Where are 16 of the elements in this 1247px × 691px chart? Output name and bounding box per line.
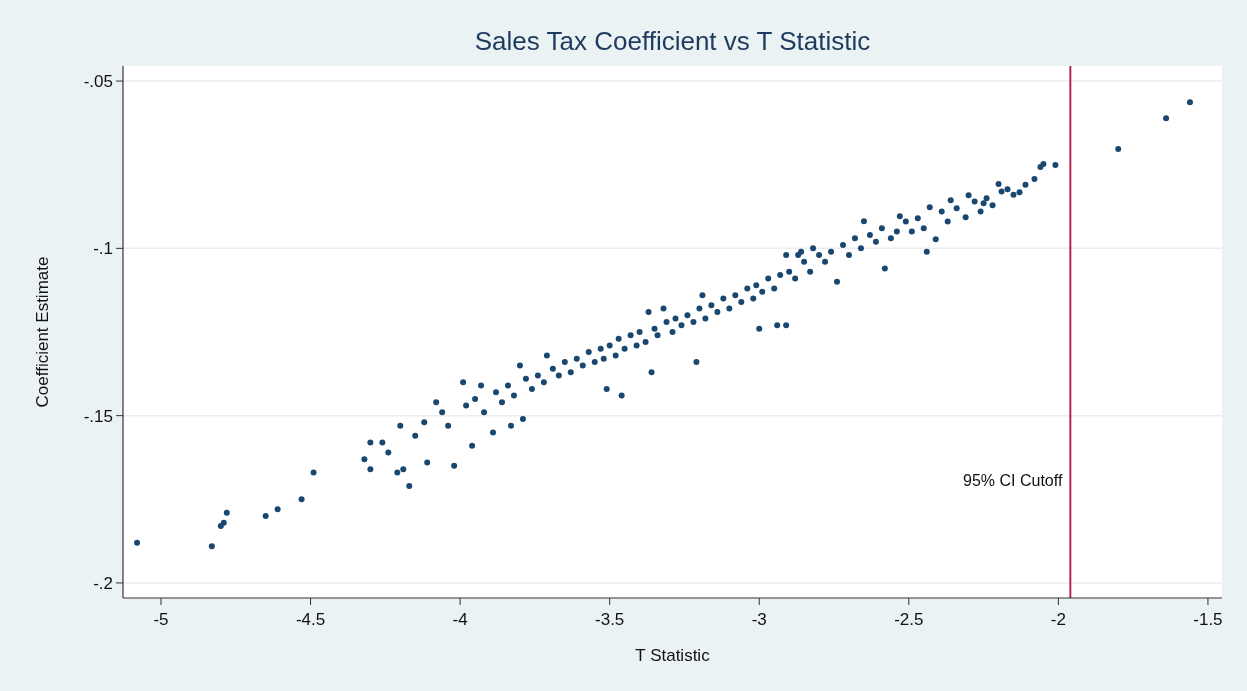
x-tick-label: -4.5 — [295, 610, 326, 629]
y-axis-title: Coefficient Estimate — [33, 256, 52, 408]
x-tick-label: -3 — [751, 610, 767, 629]
x-tick-label: -3.5 — [595, 610, 625, 629]
y-tick-label: -.1 — [93, 239, 113, 259]
x-tick-label: -5 — [153, 610, 169, 629]
y-tick-label: -.2 — [93, 573, 113, 593]
x-tick-label: -1.5 — [1193, 610, 1223, 629]
chart-title: Sales Tax Coefficient vs T Statistic — [474, 26, 871, 56]
y-tick-label: -.15 — [83, 406, 113, 426]
x-tick-label: -2.5 — [894, 610, 924, 629]
x-tick-label: -2 — [1050, 610, 1066, 629]
x-tick-label: -4 — [452, 610, 468, 629]
y-tick-label: -.05 — [83, 72, 113, 92]
ref-line-label: 95% CI Cutoff — [963, 472, 1063, 490]
x-axis-title: T Statistic — [635, 646, 711, 665]
